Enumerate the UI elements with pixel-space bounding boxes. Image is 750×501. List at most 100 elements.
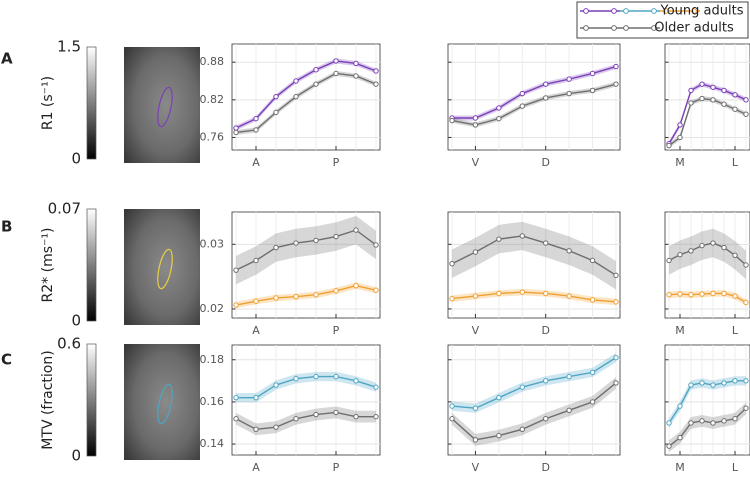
legend-marker — [623, 8, 629, 14]
y-tick-label: 0.88 — [200, 55, 225, 68]
data-point — [613, 299, 619, 305]
brain-image — [124, 47, 200, 163]
legend-marker — [651, 25, 657, 31]
error-band — [236, 371, 376, 403]
series-line — [451, 357, 617, 409]
error-band — [236, 215, 376, 285]
roi-outline — [157, 248, 173, 290]
data-point — [472, 115, 479, 121]
x-tick-label: V — [472, 156, 480, 169]
data-point — [743, 97, 749, 103]
data-point — [613, 63, 619, 70]
data-point — [721, 101, 727, 107]
colorbar-tick-label: 0 — [71, 312, 81, 330]
panel-letter: A — [1, 50, 13, 68]
data-point — [253, 426, 259, 432]
data-point — [721, 87, 727, 94]
data-point — [566, 373, 572, 380]
data-point — [613, 380, 619, 386]
data-point — [519, 103, 525, 109]
y-tick-label: 0.02 — [200, 302, 225, 315]
data-point — [233, 416, 239, 422]
x-tick-label: D — [541, 156, 549, 169]
colorbar-tick-label: 1.5 — [57, 38, 81, 56]
data-point — [472, 405, 479, 411]
data-point — [743, 378, 749, 384]
data-point — [472, 293, 479, 299]
series-line — [452, 65, 617, 119]
data-point — [743, 299, 749, 306]
panel: 0.02 0.03 A P — [200, 211, 381, 337]
data-point — [732, 92, 738, 98]
data-point — [519, 384, 525, 390]
data-point — [743, 262, 749, 268]
x-tick-label: D — [541, 461, 549, 474]
data-point — [589, 87, 596, 94]
data-point — [699, 291, 705, 297]
x-tick-label: M — [675, 156, 685, 169]
data-point — [688, 292, 694, 298]
data-point — [333, 233, 339, 240]
data-point — [353, 227, 359, 233]
data-point — [293, 293, 299, 300]
data-point — [333, 373, 339, 380]
colorbar-tick-label: 0.6 — [57, 335, 81, 353]
colorbar-label: R2* (ms⁻¹) — [40, 228, 56, 303]
x-tick-label: P — [333, 156, 340, 169]
error-band — [669, 96, 746, 149]
series-line — [451, 235, 617, 276]
data-point — [233, 129, 239, 136]
error-band — [452, 221, 616, 290]
data-point — [543, 240, 549, 246]
data-point — [589, 257, 596, 264]
x-tick-label: A — [252, 156, 260, 169]
data-point — [688, 420, 694, 426]
data-point — [566, 248, 572, 254]
data-point — [253, 394, 259, 401]
series-line — [451, 83, 617, 126]
legend-marker — [623, 25, 629, 31]
data-point — [353, 73, 359, 79]
data-point — [710, 97, 716, 103]
data-point — [233, 267, 239, 273]
data-point — [313, 67, 319, 73]
data-point — [543, 81, 549, 87]
data-point — [373, 81, 379, 87]
data-point — [293, 416, 299, 422]
data-point — [710, 382, 716, 388]
data-point — [313, 237, 319, 244]
y-tick-label: 0.18 — [200, 353, 225, 366]
data-point — [543, 378, 549, 384]
brain-image — [124, 344, 200, 460]
data-point — [677, 134, 683, 141]
data-point — [353, 60, 359, 67]
roi-outline — [157, 86, 173, 128]
data-point — [566, 76, 572, 82]
legend-marker — [583, 8, 589, 14]
legend-marker — [663, 8, 669, 14]
colorbar-label: R1 (s⁻¹) — [40, 76, 56, 130]
data-point — [721, 290, 727, 297]
legend-marker — [691, 8, 697, 14]
data-point — [373, 68, 379, 74]
panel-letter: C — [1, 351, 12, 369]
series-line — [235, 284, 377, 306]
series-line — [451, 382, 617, 441]
x-tick-label: D — [541, 324, 549, 337]
data-point — [589, 369, 596, 376]
x-tick-label: M — [675, 461, 685, 474]
data-point — [449, 403, 455, 409]
data-point — [688, 87, 694, 94]
x-tick-label: V — [472, 324, 480, 337]
data-point — [472, 122, 479, 128]
data-point — [666, 292, 672, 298]
data-point — [589, 297, 596, 303]
data-point — [449, 261, 455, 267]
data-point — [710, 290, 716, 297]
colorbar-label: MTV (fraction) — [40, 350, 56, 449]
data-point — [732, 252, 738, 259]
data-point — [666, 142, 672, 149]
